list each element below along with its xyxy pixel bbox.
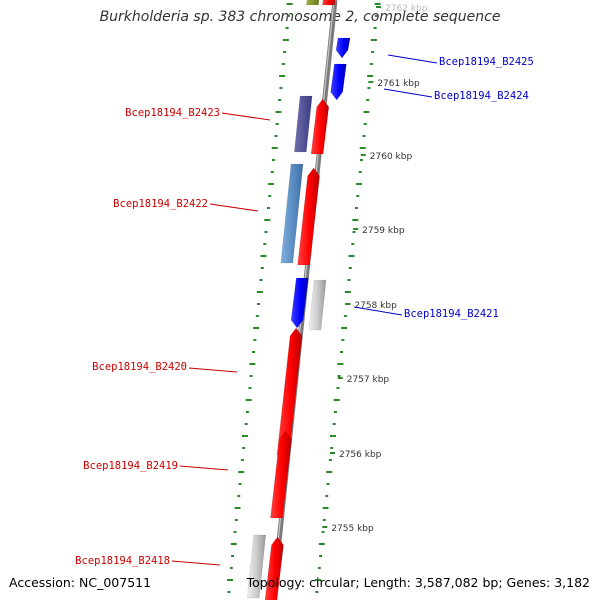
ruler-label: 2756 kbp bbox=[339, 450, 382, 460]
label-leader-line bbox=[353, 306, 403, 316]
ruler-label: 2760 kbp bbox=[370, 152, 413, 162]
gene-feature-bcep18194-b2425[interactable] bbox=[335, 37, 351, 59]
gene-feature-bcep18194-b2423[interactable] bbox=[310, 98, 330, 155]
label-leader-line bbox=[221, 112, 271, 121]
gene-feature-bcep18194-b2422[interactable] bbox=[297, 167, 320, 266]
label-leader-line bbox=[188, 367, 238, 373]
gene-feature[interactable] bbox=[306, 0, 320, 6]
gene-label-bcep18194-b2422[interactable]: Bcep18194_B2422 bbox=[113, 198, 208, 210]
gene-feature-bcep18194-b2424[interactable] bbox=[330, 63, 347, 101]
ruler-label: 2762 kbp bbox=[385, 4, 428, 14]
gene-feature-bcep18194-b2419[interactable] bbox=[270, 430, 292, 519]
gene-label-bcep18194-b2420[interactable]: Bcep18194_B2420 bbox=[92, 361, 187, 373]
gene-feature-bcep18194-b2421[interactable] bbox=[290, 277, 309, 329]
ruler-label: 2757 kbp bbox=[347, 375, 390, 385]
gene-feature-bcep18194-b2423[interactable] bbox=[294, 95, 313, 153]
map-title: Burkholderia sp. 383 chromosome 2, compl… bbox=[99, 9, 501, 25]
gene-feature-bcep18194-b2418[interactable] bbox=[246, 534, 266, 599]
gene-label-bcep18194-b2423[interactable]: Bcep18194_B2423 bbox=[125, 107, 220, 119]
gene-label-bcep18194-b2419[interactable]: Bcep18194_B2419 bbox=[83, 460, 178, 472]
label-leader-line bbox=[383, 88, 433, 98]
label-leader-line bbox=[387, 54, 438, 64]
ruler-labels: 2762 kbp 2761 kbp 2760 kbp 2759 kbp 2758 kbp… bbox=[322, 4, 428, 534]
ruler-label: 2761 kbp bbox=[377, 79, 420, 89]
gene-feature-bcep18194-b2422[interactable] bbox=[280, 163, 304, 264]
ruler-ticks bbox=[227, 3, 381, 593]
gene-feature-bcep18194-b2418[interactable] bbox=[264, 536, 284, 600]
ruler-label: 2758 kbp bbox=[354, 301, 397, 311]
gene-feature[interactable] bbox=[322, 0, 336, 6]
label-leader-line bbox=[179, 465, 229, 471]
gene-feature-bcep18194-b2420[interactable] bbox=[276, 327, 303, 456]
topology-text: Topology: circular; Length: 3,587,082 bp… bbox=[246, 575, 590, 590]
accession-text: Accession: NC_007511 bbox=[9, 575, 152, 590]
gene-label-bcep18194-b2421[interactable]: Bcep18194_B2421 bbox=[404, 308, 499, 320]
label-leader-line bbox=[209, 203, 259, 212]
label-leader-line bbox=[171, 560, 221, 566]
ruler-label: 2759 kbp bbox=[362, 226, 405, 236]
ruler-label: 2755 kbp bbox=[331, 524, 374, 534]
gene-features bbox=[246, 0, 351, 600]
gene-label-bcep18194-b2424[interactable]: Bcep18194_B2424 bbox=[434, 90, 529, 102]
gene-labels: Bcep18194_B2425 Bcep18194_B2424 Bcep18194_… bbox=[75, 54, 534, 567]
gene-feature-bcep18194-b2421[interactable] bbox=[308, 279, 327, 331]
gene-label-bcep18194-b2425[interactable]: Bcep18194_B2425 bbox=[439, 56, 534, 68]
gene-label-bcep18194-b2418[interactable]: Bcep18194_B2418 bbox=[75, 555, 170, 567]
